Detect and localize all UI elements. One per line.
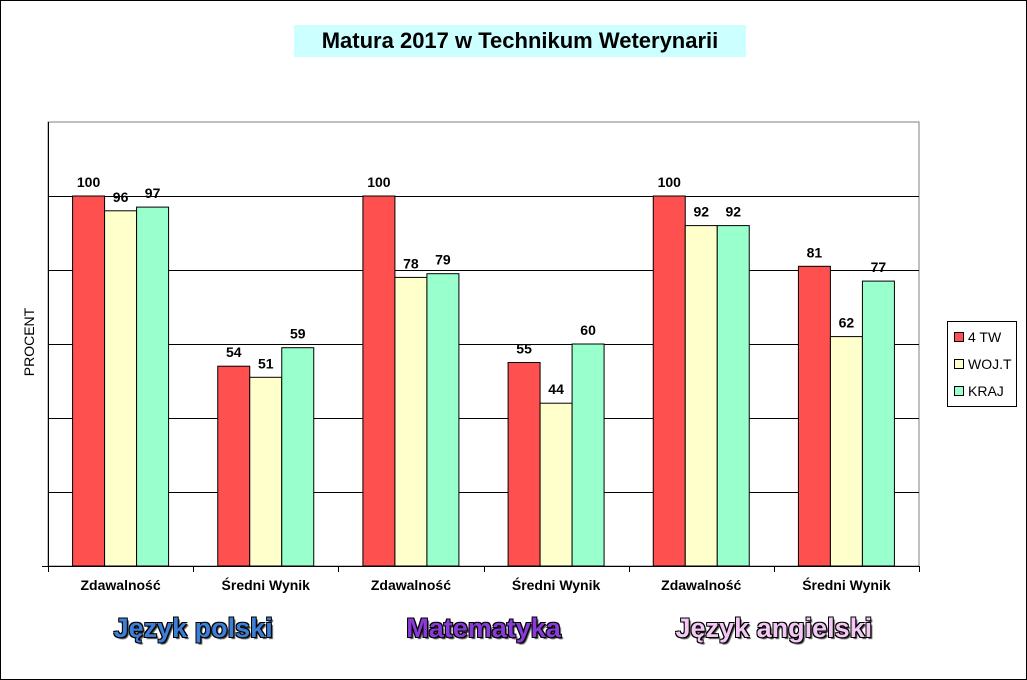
bar [249, 376, 283, 567]
bar [652, 195, 686, 567]
data-label: 79 [435, 252, 451, 268]
bar [571, 343, 605, 567]
legend: 4 TW WOJ.T KRAJ [947, 321, 1017, 407]
data-label: 92 [725, 204, 741, 220]
bar [72, 195, 106, 567]
x-tick-label: Zdawalność [81, 577, 161, 593]
legend-item: KRAJ [954, 381, 1004, 401]
chart-title: Matura 2017 w Technikum Weterynarii [294, 25, 746, 57]
bar [716, 225, 750, 567]
x-tick-label: Średni Wynik [802, 576, 891, 593]
data-label: 100 [367, 174, 391, 190]
legend-swatch [954, 332, 964, 342]
bar [136, 206, 170, 567]
data-label: 97 [145, 185, 161, 201]
data-label: 55 [516, 341, 532, 357]
bar [539, 402, 573, 567]
bar [281, 347, 315, 567]
data-label: 59 [290, 326, 306, 342]
data-label: 51 [258, 355, 274, 371]
bar [861, 280, 895, 567]
bar [394, 276, 428, 567]
bar [217, 365, 251, 567]
data-label: 78 [403, 255, 419, 271]
group-label: Matematyka [406, 613, 561, 643]
legend-item: WOJ.T [954, 354, 1012, 374]
legend-item: 4 TW [954, 327, 1001, 347]
data-label: 77 [871, 259, 887, 275]
bar [829, 336, 863, 567]
data-label: 96 [113, 189, 129, 205]
x-tick-label: Średni Wynik [512, 576, 601, 593]
data-label: 92 [693, 204, 709, 220]
group-label: Język polski [113, 613, 273, 643]
bar [797, 265, 831, 567]
legend-swatch [954, 386, 964, 396]
bar [362, 195, 396, 567]
data-label: 100 [658, 174, 682, 190]
legend-label: 4 TW [968, 329, 1002, 345]
bar [684, 225, 718, 567]
legend-label: WOJ.T [968, 356, 1012, 372]
data-label: 44 [548, 381, 564, 397]
data-label: 81 [807, 244, 823, 260]
x-tick-label: Zdawalność [371, 577, 451, 593]
bar [104, 210, 138, 567]
group-label: Język angielski [675, 613, 873, 643]
data-label: 100 [77, 174, 101, 190]
legend-label: KRAJ [968, 383, 1004, 399]
data-label: 62 [839, 315, 855, 331]
x-tick-label: Średni Wynik [222, 576, 311, 593]
x-tick-label: Zdawalność [661, 577, 741, 593]
bar [507, 362, 541, 567]
legend-swatch [954, 359, 964, 369]
data-label: 54 [226, 344, 242, 360]
bar [426, 273, 460, 567]
data-label: 60 [580, 322, 596, 338]
